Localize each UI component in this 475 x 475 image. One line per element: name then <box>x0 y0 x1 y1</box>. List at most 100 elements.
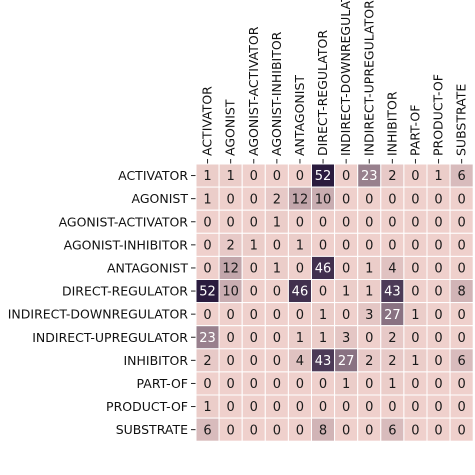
cell-value-label: 46 <box>292 285 309 300</box>
cell-value-label: 0 <box>434 262 442 277</box>
cell-value-label: 0 <box>365 423 373 438</box>
cell-value-label: 12 <box>292 192 309 207</box>
column-label-antagonist: ANTAGONIST <box>292 75 307 156</box>
cell-value-label: 0 <box>388 192 396 207</box>
row-label-direct-regulator: DIRECT-REGULATOR <box>62 284 188 299</box>
cell-value-label: 0 <box>458 377 466 392</box>
cell-value-label: 0 <box>434 215 442 230</box>
cell-value-label: 0 <box>273 331 281 346</box>
cell-value-label: 52 <box>199 285 216 300</box>
cell-value-label: 0 <box>411 423 419 438</box>
cell-value-label: 6 <box>458 169 466 184</box>
cell-value-label: 0 <box>411 262 419 277</box>
cell-value-label: 2 <box>388 169 396 184</box>
cell-value-label: 1 <box>273 215 281 230</box>
cell-value-label: 0 <box>319 377 327 392</box>
cell-value-label: 0 <box>388 238 396 253</box>
cell-value-label: 0 <box>227 377 235 392</box>
cell-value-label: 0 <box>458 215 466 230</box>
cell-value-label: 0 <box>296 169 304 184</box>
cell-value-label: 0 <box>273 285 281 300</box>
cell-value-label: 0 <box>411 331 419 346</box>
cell-value-label: 0 <box>227 354 235 369</box>
cell-value-label: 0 <box>250 377 258 392</box>
cell-value-label: 0 <box>319 285 327 300</box>
cell-value-label: 0 <box>250 262 258 277</box>
cell-value-label: 0 <box>250 215 258 230</box>
cell-value-label: 0 <box>458 331 466 346</box>
cell-value-label: 0 <box>388 400 396 415</box>
cell-value-label: 0 <box>365 377 373 392</box>
cell-value-label: 0 <box>203 308 211 323</box>
cell-value-label: 3 <box>342 331 350 346</box>
cell-value-label: 0 <box>434 331 442 346</box>
cell-value-label: 0 <box>227 308 235 323</box>
row-label-antagonist: ANTAGONIST <box>107 260 188 275</box>
cell-value-label: 0 <box>273 308 281 323</box>
cell-value-label: 0 <box>250 169 258 184</box>
cell-value-label: 0 <box>296 377 304 392</box>
cell-value-label: 0 <box>250 308 258 323</box>
cell-value-label: 0 <box>365 192 373 207</box>
cell-value-label: 0 <box>411 238 419 253</box>
cell-value-label: 0 <box>227 331 235 346</box>
cell-value-label: 0 <box>296 262 304 277</box>
cell-value-label: 0 <box>388 215 396 230</box>
cell-value-label: 0 <box>227 215 235 230</box>
cell-value-label: 0 <box>411 169 419 184</box>
cell-value-label: 1 <box>319 308 327 323</box>
cell-value-label: 0 <box>434 192 442 207</box>
cell-value-label: 0 <box>250 354 258 369</box>
cell-value-label: 0 <box>342 215 350 230</box>
cell-value-label: 0 <box>273 377 281 392</box>
cell-value-label: 0 <box>342 192 350 207</box>
cell-value-label: 52 <box>315 169 332 184</box>
cell-value-label: 1 <box>296 331 304 346</box>
cell-value-label: 0 <box>434 377 442 392</box>
cell-value-label: 6 <box>458 354 466 369</box>
column-label-agonist: AGONIST <box>223 99 238 156</box>
column-label-part-of: PART-OF <box>407 105 422 156</box>
row-label-indirect-downregulator: INDIRECT-DOWNREGULATOR <box>8 307 189 322</box>
row-label-agonist: AGONIST <box>132 191 189 206</box>
cell-value-label: 0 <box>458 262 466 277</box>
cell-value-label: 0 <box>342 423 350 438</box>
cell-value-label: 2 <box>365 354 373 369</box>
cell-value-label: 0 <box>342 400 350 415</box>
cell-value-label: 0 <box>434 285 442 300</box>
cell-value-label: 0 <box>458 238 466 253</box>
row-label-product-of: PRODUCT-OF <box>106 399 188 414</box>
row-label-indirect-upregulator: INDIRECT-UPREGULATOR <box>32 330 188 345</box>
cell-value-label: 27 <box>384 308 401 323</box>
cell-value-label: 0 <box>365 400 373 415</box>
cell-value-label: 0 <box>365 331 373 346</box>
column-labels: ACTIVATOR AGONIST AGONIST-ACTIVATOR AGONIST… <box>200 0 469 164</box>
cell-value-label: 3 <box>365 308 373 323</box>
column-label-agonist-activator: AGONIST-ACTIVATOR <box>246 26 261 156</box>
cell-value-label: 0 <box>434 238 442 253</box>
cell-value-label: 43 <box>384 285 401 300</box>
cell-value-label: 1 <box>342 377 350 392</box>
column-label-direct-regulator: DIRECT-REGULATOR <box>315 30 330 156</box>
column-label-indirect-upregulator: INDIRECT-UPREGULATOR <box>361 0 376 156</box>
column-label-agonist-inhibitor: AGONIST-INHIBITOR <box>269 31 284 156</box>
cell-value-label: 12 <box>222 262 239 277</box>
row-labels: ACTIVATOR AGONIST AGONIST-ACTIVATOR AGONIST… <box>8 168 196 437</box>
cell-value-label: 0 <box>296 308 304 323</box>
cell-value-label: 0 <box>458 308 466 323</box>
cell-value-label: 1 <box>411 354 419 369</box>
cell-value-label: 0 <box>434 308 442 323</box>
cell-value-label: 0 <box>203 262 211 277</box>
cell-value-label: 4 <box>388 262 396 277</box>
cell-value-label: 0 <box>342 238 350 253</box>
cell-value-label: 0 <box>411 377 419 392</box>
cell-value-label: 0 <box>227 192 235 207</box>
cell-value-label: 23 <box>199 331 216 346</box>
column-label-inhibitor: INHIBITOR <box>384 91 399 156</box>
cell-value-label: 1 <box>203 400 211 415</box>
cell-value-label: 2 <box>273 192 281 207</box>
cell-value-label: 0 <box>411 285 419 300</box>
column-label-product-of: PRODUCT-OF <box>431 74 446 156</box>
cell-value-label: 0 <box>319 215 327 230</box>
